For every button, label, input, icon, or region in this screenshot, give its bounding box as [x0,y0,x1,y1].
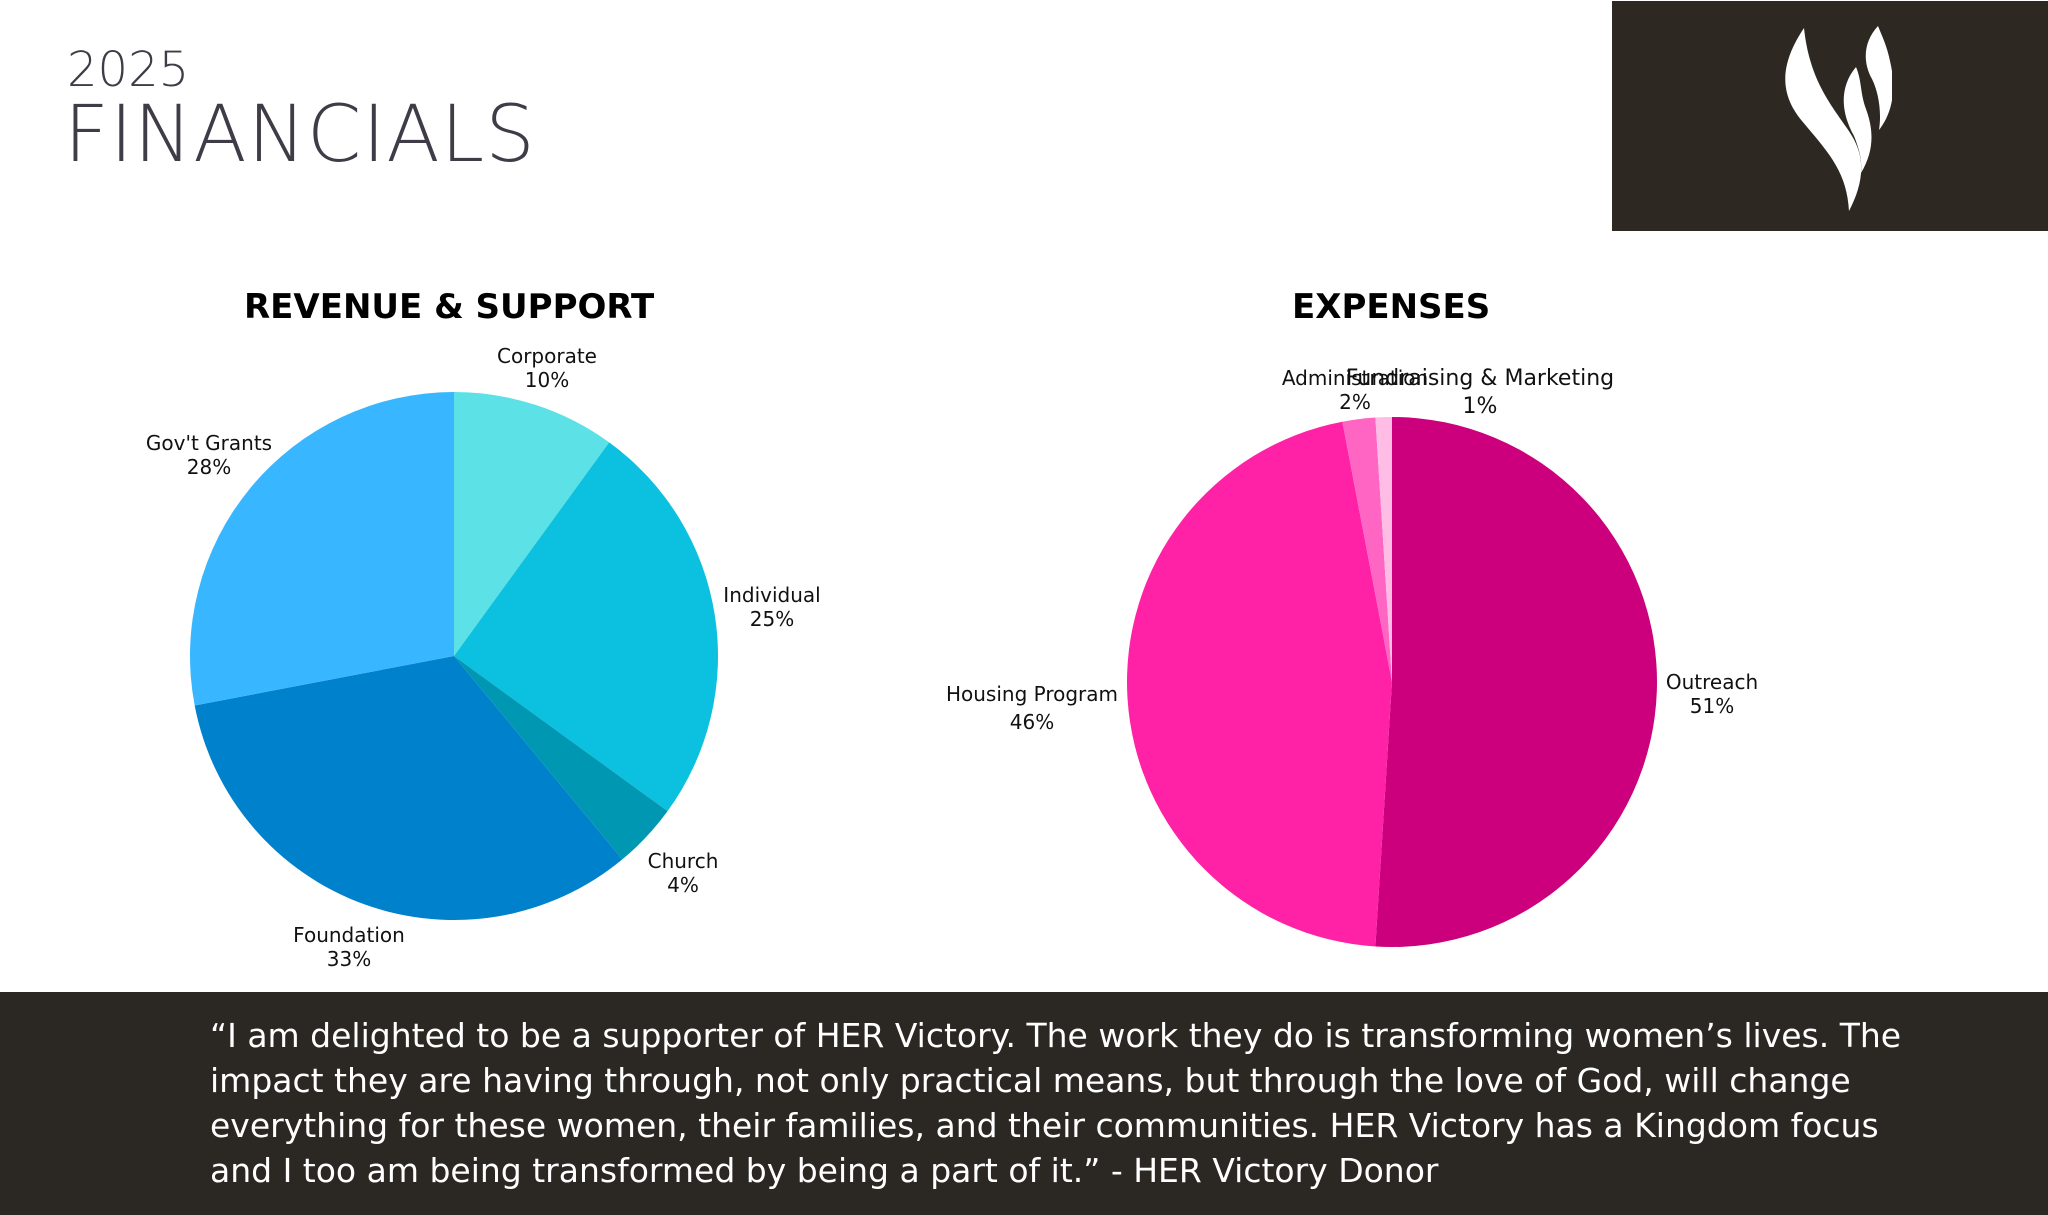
pie-slice-individual [454,442,718,812]
year-label: 2025 [67,42,190,98]
logo-block [1612,1,2048,231]
expenses-pie [1126,417,1657,947]
revenue-label-govt-grants: Gov't Grants 28% [145,431,273,479]
page-title: FINANCIALS [64,90,536,180]
expenses-chart-title: EXPENSES [1292,287,1491,327]
flame-logo-icon [1785,26,1892,211]
revenue-label-foundation: Foundation 33% [293,923,405,971]
pie-slice-gov-t-grants [189,392,454,706]
testimonial-quote: “I am delighted to be a supporter of HER… [210,1016,1902,1190]
expense-label-fundraising-marketing: Fundraising & Marketing 1% [1345,366,1615,419]
revenue-chart-title: REVENUE & SUPPORT [244,287,655,327]
revenue-label-church: Church 4% [647,849,719,897]
pie-charts [189,392,1657,947]
pie-slice-administration [1342,417,1392,682]
testimonial-band [0,992,2048,1215]
pie-slice-church [454,656,668,860]
expense-label-administration: Administration 2% [1281,366,1429,414]
revenue-label-corporate: Corporate 10% [497,344,597,392]
revenue-label-individual: Individual 25% [723,583,821,631]
pie-slice-housing-program [1126,421,1392,947]
revenue-pie [189,392,718,920]
expense-label-housing-program: Housing Program 46% [945,682,1119,734]
pie-slice-fundraising-marketing [1375,417,1392,682]
pie-slice-foundation [194,656,623,920]
expense-label-outreach: Outreach 51% [1665,670,1759,718]
pie-slice-corporate [454,392,610,656]
pie-slice-outreach [1375,417,1657,947]
